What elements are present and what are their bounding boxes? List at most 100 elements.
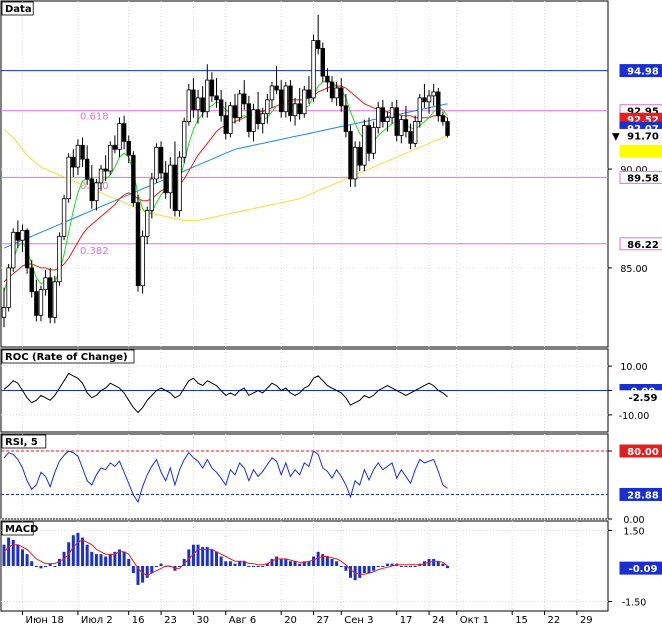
candle <box>84 145 90 185</box>
macd-bar <box>76 532 80 566</box>
candle <box>422 84 427 108</box>
candle <box>431 84 436 106</box>
candle <box>237 89 242 122</box>
candle <box>228 101 233 138</box>
candle-body <box>84 158 90 180</box>
candle <box>163 161 168 199</box>
candle <box>389 101 395 124</box>
value-tag-94.98: 94.98 <box>619 64 662 78</box>
xtick-label: Авг 6 <box>229 615 257 626</box>
value-tag-89.58: 89.58 <box>619 170 662 184</box>
value-tag--2.59: -2.59 <box>619 390 662 404</box>
candle <box>306 76 312 104</box>
candle <box>394 99 399 142</box>
candle-body <box>417 97 422 123</box>
macd-bar <box>71 535 75 566</box>
candle-body <box>200 97 205 113</box>
candle-body <box>121 123 127 142</box>
pane-title-box <box>1 349 135 364</box>
candle <box>34 279 39 322</box>
candle <box>302 86 307 118</box>
xtick-label: Сен 3 <box>344 615 373 626</box>
candle-body <box>177 156 182 211</box>
candle <box>278 80 284 118</box>
candle <box>362 119 367 172</box>
macd-bar <box>90 551 94 566</box>
candle <box>371 121 376 160</box>
candle-body <box>385 117 390 123</box>
ytick-label: 10.00 <box>620 362 647 373</box>
ytick-label: 85.00 <box>620 264 647 275</box>
xtick-label: 15 <box>515 615 528 626</box>
candle-body <box>302 89 307 115</box>
candle <box>94 178 99 211</box>
macd-bar <box>316 551 320 566</box>
xtick-label: 23 <box>164 615 177 626</box>
candle-body <box>274 85 279 91</box>
macd-bar <box>16 544 20 566</box>
candle <box>205 64 210 118</box>
candle-body <box>394 107 399 136</box>
pane-price: 85.0090.00Data0.6180.5000.382▼94.9892.95… <box>0 0 662 348</box>
candle-body <box>422 97 427 103</box>
macd-bar <box>302 561 306 566</box>
candle <box>71 149 76 177</box>
candle <box>399 115 404 144</box>
pane-title-box <box>1 1 34 16</box>
candle-body <box>98 168 104 184</box>
candle-body <box>246 103 252 132</box>
candle-body <box>408 131 413 144</box>
value-tag-label: 91.70 <box>627 131 659 142</box>
fib-level-label: 0.618 <box>80 112 109 123</box>
candle <box>11 228 16 272</box>
candle <box>218 89 224 122</box>
candle-body <box>366 125 372 154</box>
candle <box>251 103 256 142</box>
candle-body <box>228 105 233 134</box>
xtick-label: 22 <box>548 615 561 626</box>
candle-body <box>325 75 330 83</box>
candle-body <box>57 235 62 283</box>
pane-title-box <box>1 434 47 449</box>
candle-body <box>232 105 238 119</box>
macd-bar <box>2 544 6 566</box>
pane-title: ROC (Rate of Change) <box>5 352 128 363</box>
candle <box>149 173 155 219</box>
candle <box>1 287 7 328</box>
candle <box>195 89 201 124</box>
value-tag-label: 94.98 <box>627 67 659 78</box>
value-tag-label: 92.95 <box>627 107 659 118</box>
macd-bar <box>344 566 348 571</box>
macd-bar <box>265 563 269 566</box>
candle-body <box>6 267 11 308</box>
macd-bar <box>145 566 149 578</box>
candle-body <box>172 164 178 211</box>
macd-bar <box>349 566 352 578</box>
macd-bar <box>182 558 186 566</box>
candle-body <box>15 231 21 241</box>
candle-body <box>445 121 450 136</box>
candle <box>334 82 339 106</box>
candle-body <box>48 277 53 318</box>
macd-bar <box>219 556 223 566</box>
value-tag-label: 90.90 <box>627 147 659 158</box>
candle <box>131 151 136 207</box>
macd-bar <box>20 549 24 566</box>
pane-title: Data <box>5 4 32 15</box>
candle <box>43 269 48 296</box>
macd-bar <box>205 547 209 566</box>
value-tag-box <box>619 170 662 184</box>
current-price-marker: ▼ <box>612 131 620 142</box>
candle <box>214 78 219 108</box>
candle <box>140 230 145 294</box>
candle-body <box>80 144 85 160</box>
candle <box>57 232 62 286</box>
candle-body <box>352 146 358 180</box>
candle <box>209 72 215 102</box>
value-tag-box <box>619 237 662 251</box>
macd-bar <box>381 566 385 567</box>
macd-bar <box>413 566 417 567</box>
candle-body <box>75 144 81 168</box>
candle-body <box>260 113 265 124</box>
macd-bar <box>362 566 366 574</box>
